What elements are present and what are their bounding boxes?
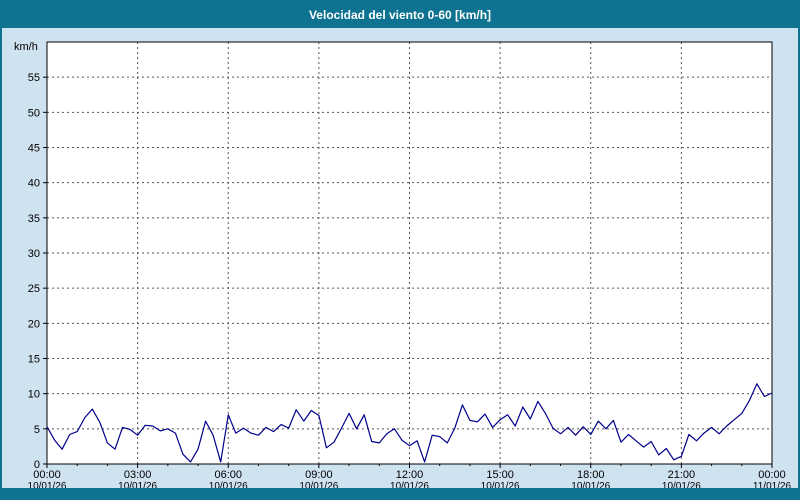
- y-axis-tick-label: 30: [28, 248, 40, 260]
- x-axis-time-label: 18:00: [577, 469, 605, 481]
- x-axis-date-label: 10/01/26: [209, 481, 248, 488]
- y-axis-tick-label: 0: [34, 459, 40, 471]
- y-axis-tick-label: 10: [28, 389, 40, 401]
- x-axis-date-label: 10/01/26: [481, 481, 520, 488]
- x-axis-date-label: 10/01/26: [299, 481, 338, 488]
- chart-title: Velocidad del viento 0-60 [km/h]: [308, 8, 492, 22]
- plot-border: [46, 41, 773, 465]
- y-axis-tick-label: 25: [28, 283, 40, 295]
- x-axis-time-label: 06:00: [214, 469, 242, 481]
- x-axis-time-label: 12:00: [396, 469, 424, 481]
- x-axis-time-label: 00:00: [33, 469, 61, 481]
- y-axis-tick-label: 50: [28, 107, 40, 119]
- wind-speed-line: [46, 383, 773, 463]
- x-axis-date-label: 10/01/26: [662, 481, 701, 488]
- x-axis-date-label: 10/01/26: [118, 481, 157, 488]
- x-axis-time-label: 03:00: [124, 469, 152, 481]
- title-bar: Velocidad del viento 0-60 [km/h]: [2, 2, 798, 28]
- x-axis-time-label: 15:00: [486, 469, 514, 481]
- y-axis-tick-label: 40: [28, 178, 40, 190]
- y-axis-tick-label: 35: [28, 213, 40, 225]
- x-axis-date-label: 10/01/26: [571, 481, 610, 488]
- y-axis-tick-label: 45: [28, 143, 40, 155]
- x-axis-date-label: 10/01/26: [390, 481, 429, 488]
- chart-canvas: 051015202530354045505500:0010/01/2603:00…: [14, 41, 792, 492]
- y-axis-tick-label: 15: [28, 354, 40, 366]
- x-axis-date-label: 10/01/26: [28, 481, 67, 488]
- y-axis-tick-label: 5: [34, 424, 40, 436]
- y-axis-unit-label: km/h: [14, 41, 38, 53]
- bottom-bar: [2, 488, 798, 498]
- x-axis-date-label: 11/01/26: [753, 481, 792, 488]
- wind-speed-chart: 0 5 10 15 20 25 30 35 40 45 50 55 00:00 10/01/26 03:00…: [2, 28, 798, 492]
- x-axis-time-label: 00:00: [758, 469, 786, 481]
- y-axis-tick-label: 20: [28, 318, 40, 330]
- y-axis-tick-label: 55: [28, 72, 40, 84]
- x-axis-time-label: 21:00: [668, 469, 696, 481]
- x-axis-time-label: 09:00: [305, 469, 333, 481]
